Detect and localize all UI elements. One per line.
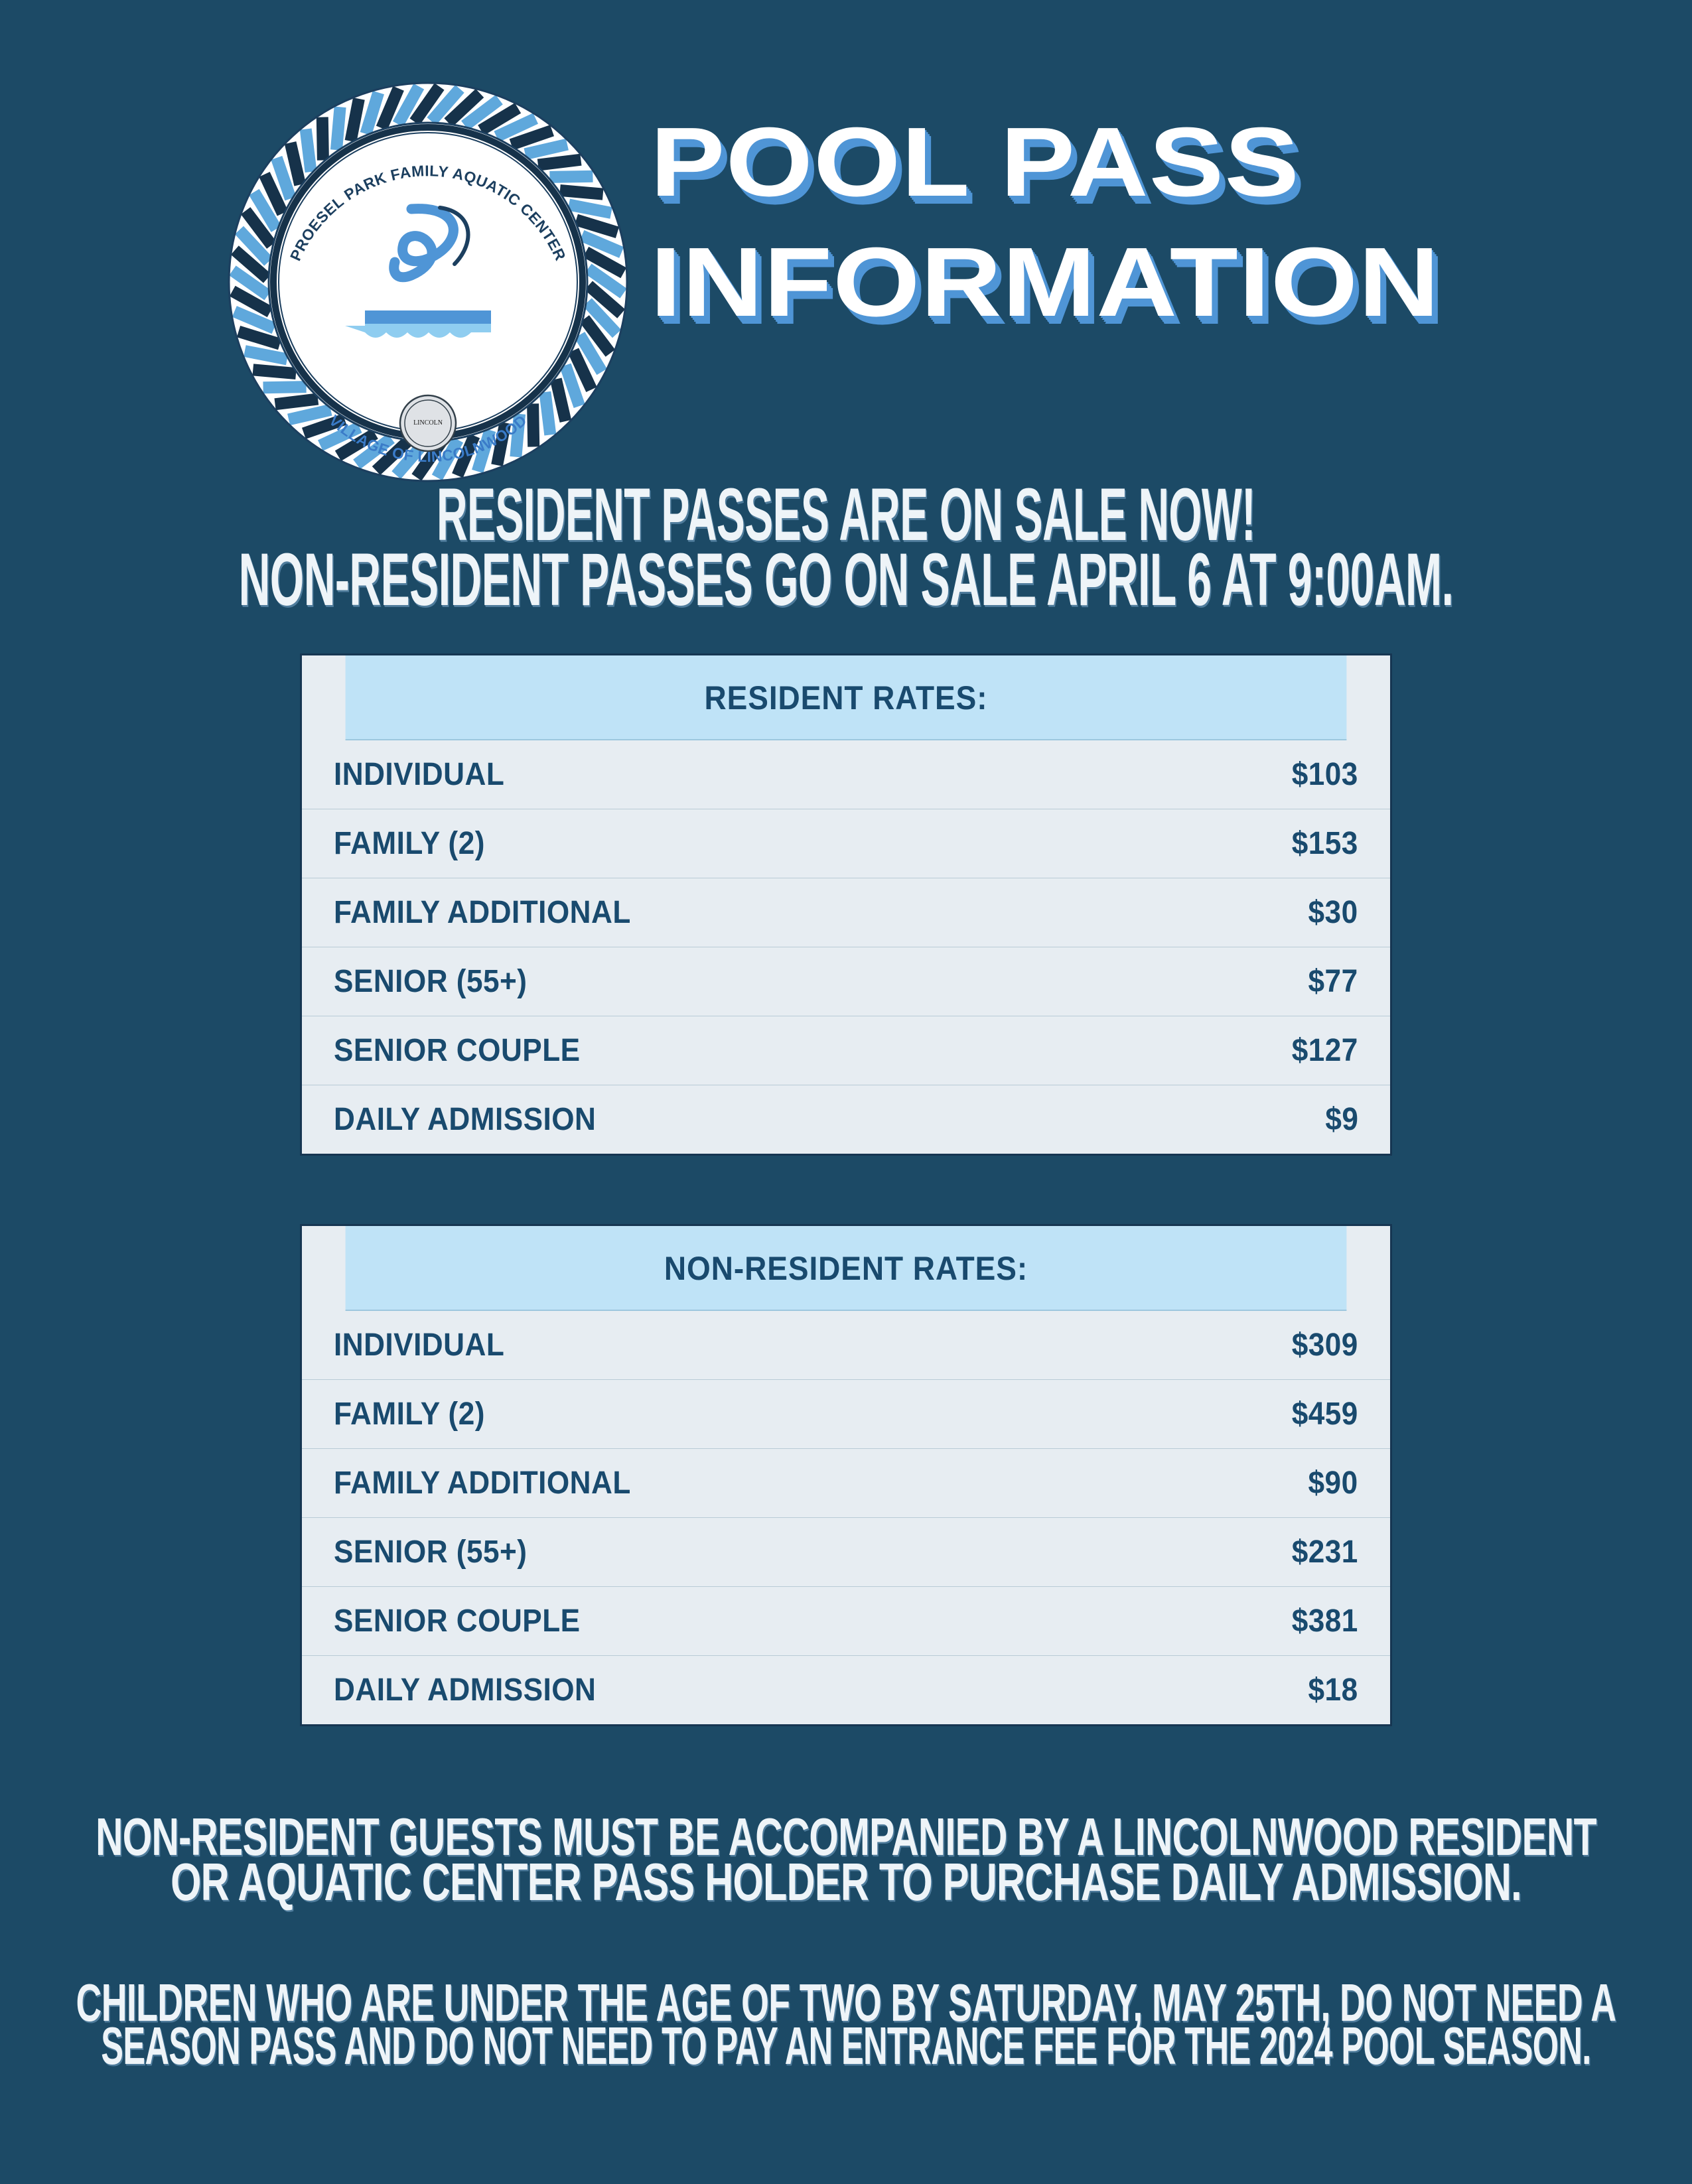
svg-text:LINCOLN: LINCOLN	[413, 419, 443, 427]
